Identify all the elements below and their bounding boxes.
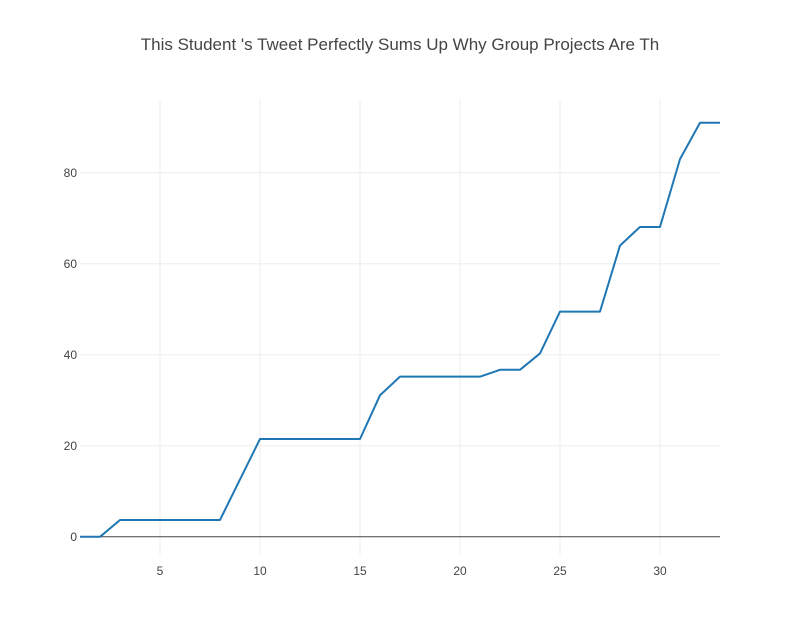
x-tick-label: 5: [157, 564, 164, 578]
series-line-1: [80, 121, 720, 538]
y-tick-label: 60: [64, 257, 78, 271]
y-tick-label: 80: [64, 166, 78, 180]
x-tick-label: 30: [653, 564, 667, 578]
y-tick-label: 40: [64, 348, 78, 362]
series-layer: [80, 121, 720, 538]
x-tick-label: 20: [453, 564, 467, 578]
x-tick-label: 10: [253, 564, 267, 578]
tick-label-layer: 5 10 15 20 25 30 0 20 40 60 80: [64, 166, 667, 578]
y-tick-label: 20: [64, 439, 78, 453]
grid-layer: [80, 100, 720, 555]
y-tick-label: 0: [70, 530, 77, 544]
x-tick-label: 15: [353, 564, 367, 578]
x-tick-label: 25: [553, 564, 567, 578]
chart-title: This Student 's Tweet Perfectly Sums Up …: [141, 35, 660, 54]
